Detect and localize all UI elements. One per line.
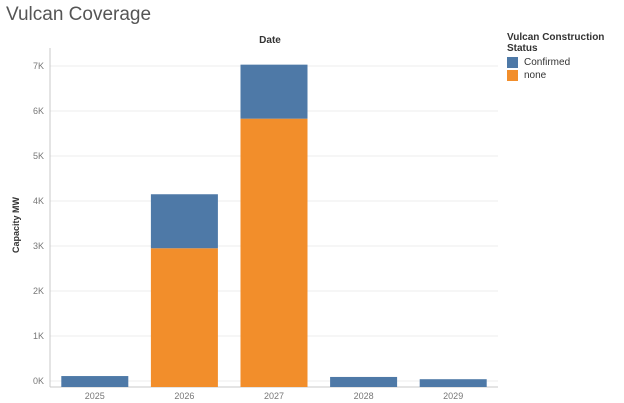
- y-tick-label: 2K: [33, 286, 44, 296]
- y-tick-label: 1K: [33, 331, 44, 341]
- y-tick-label: 3K: [33, 241, 44, 251]
- x-tick-label: 2027: [264, 391, 284, 401]
- legend-label-confirmed: Confirmed: [524, 57, 571, 68]
- y-tick-label: 5K: [33, 151, 44, 161]
- x-tick-label: 2025: [85, 391, 105, 401]
- x-tick-label: 2026: [174, 391, 194, 401]
- y-tick-label: 4K: [33, 196, 44, 206]
- bar-none-2026: [150, 248, 218, 387]
- x-tick-label: 2028: [354, 391, 374, 401]
- bar-confirmed-2027: [240, 64, 308, 119]
- legend: Vulcan Construction Status Confirmed non…: [507, 32, 624, 83]
- y-tick-label: 0K: [33, 376, 44, 386]
- y-tick-label: 7K: [33, 61, 44, 71]
- chart-title: Vulcan Coverage: [6, 4, 152, 25]
- x-tick-label: 2029: [443, 391, 463, 401]
- legend-title: Vulcan Construction Status: [507, 32, 605, 54]
- bar-confirmed-2029: [419, 379, 487, 387]
- legend-item-none[interactable]: none: [507, 70, 624, 81]
- y-tick-label: 6K: [33, 106, 44, 116]
- legend-swatch-confirmed: [507, 57, 518, 68]
- bar-confirmed-2026: [150, 194, 218, 249]
- column-header: Date: [259, 35, 281, 46]
- legend-swatch-none: [507, 70, 518, 81]
- legend-item-confirmed[interactable]: Confirmed: [507, 57, 624, 68]
- bar-confirmed-2028: [330, 376, 398, 387]
- legend-label-none: none: [524, 70, 547, 81]
- bar-none-2027: [240, 118, 308, 388]
- bar-confirmed-2025: [61, 376, 129, 387]
